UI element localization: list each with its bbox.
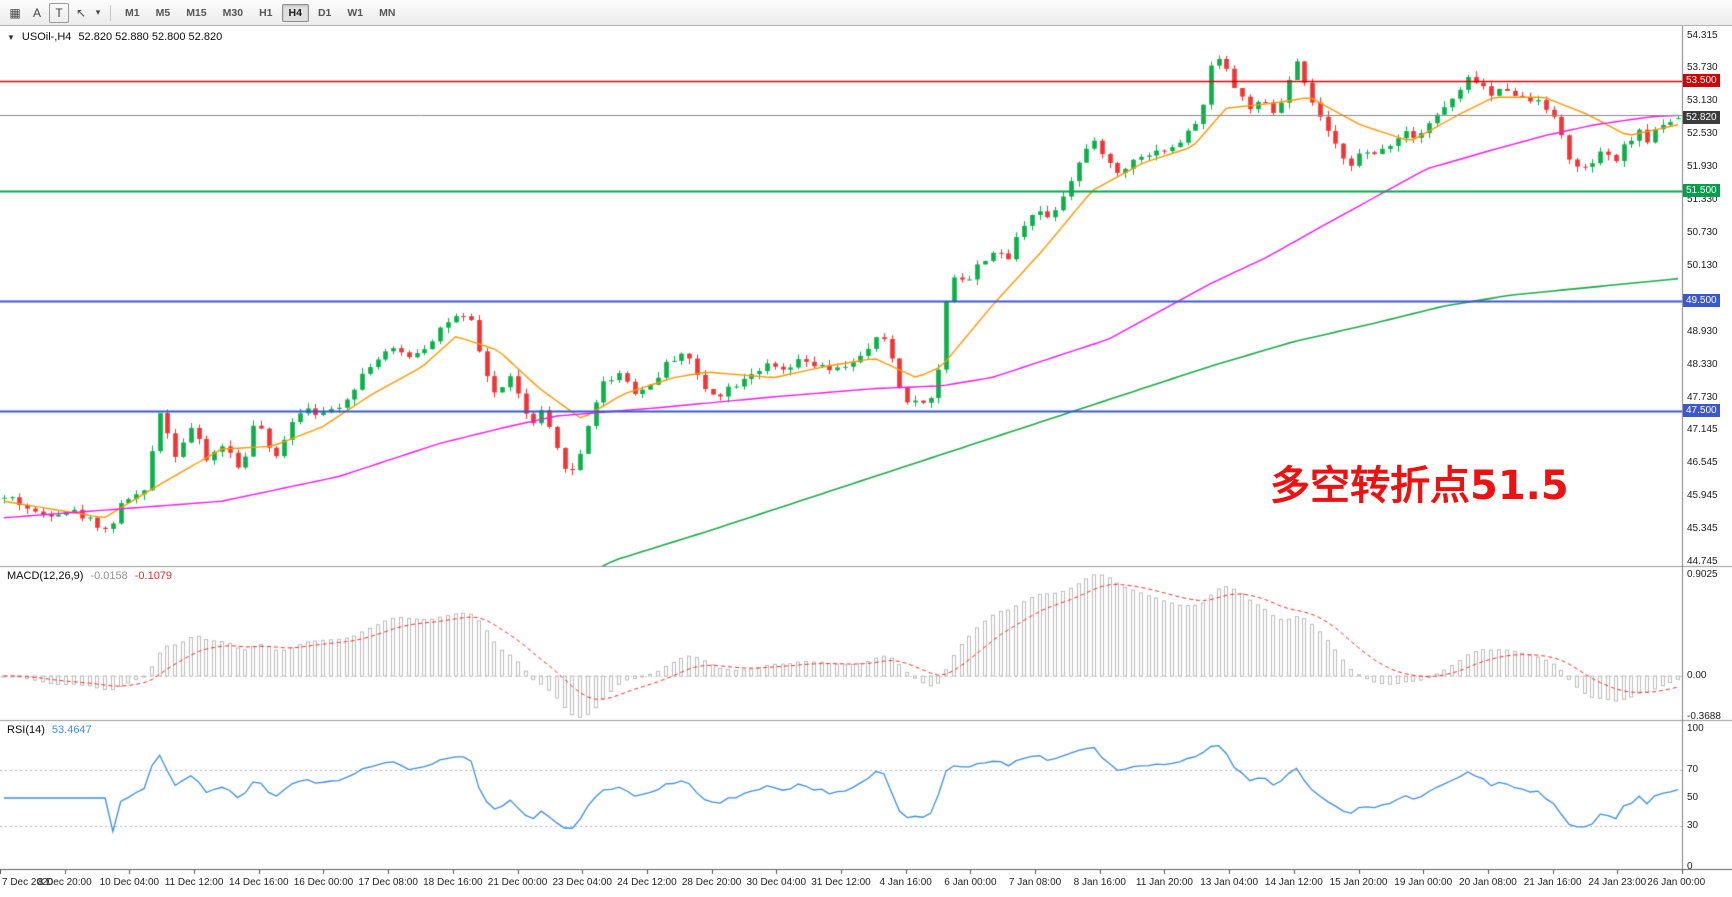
rsi-name: RSI(14) [7,724,45,736]
ohlc-values: 52.820 52.880 52.800 52.820 [78,31,223,43]
text-tool-button[interactable]: T [49,2,69,23]
timeframe-button-h1[interactable]: H1 [259,6,273,19]
timeframe-button-m30[interactable]: M30 [222,6,244,19]
toolbar: ▦ A T ↖ ▾ M1 M5 M15 M30 H1 H4 D1 W1 MN [0,0,1732,26]
letter-a-tool-button[interactable]: A [32,5,41,20]
dropdown-caret-icon[interactable]: ▾ [95,7,101,17]
timeframe-button-m5[interactable]: M5 [155,6,171,19]
timeframe-group: M1 M5 M15 M30 H1 H4 D1 W1 MN [117,3,403,22]
cursor-tool-icon[interactable]: ↖ [75,5,87,20]
macd-main-value: -0.0158 [90,570,128,582]
macd-signal-value: -0.1079 [134,570,173,582]
macd-panel-label: MACD(12,26,9) -0.0158 -0.1079 [7,570,172,582]
symbol-period-label: USOil-,H4 [21,31,72,43]
timeframe-button-d1[interactable]: D1 [317,6,332,19]
timeframe-button-w1[interactable]: W1 [347,6,364,19]
annotation-text: 多空转折点51.5 [1270,463,1569,509]
collapse-arrow-icon[interactable]: ▼ [7,32,15,42]
toolbar-separator [110,4,111,21]
grid-icon[interactable]: ▦ [9,5,21,20]
tool-group: ▦ A T ↖ ▾ [4,2,104,23]
macd-name: MACD(12,26,9) [7,570,84,582]
timeframe-button-h4[interactable]: H4 [281,3,309,22]
rsi-value: 53.4647 [51,724,92,736]
timeframe-button-mn[interactable]: MN [379,6,396,19]
timeframe-button-m1[interactable]: M1 [125,6,140,19]
timeframe-button-m15[interactable]: M15 [186,6,207,19]
rsi-panel-label: RSI(14) 53.4647 [7,724,92,736]
chart-title: ▼ USOil-,H4 52.820 52.880 52.800 52.820 [7,31,222,43]
